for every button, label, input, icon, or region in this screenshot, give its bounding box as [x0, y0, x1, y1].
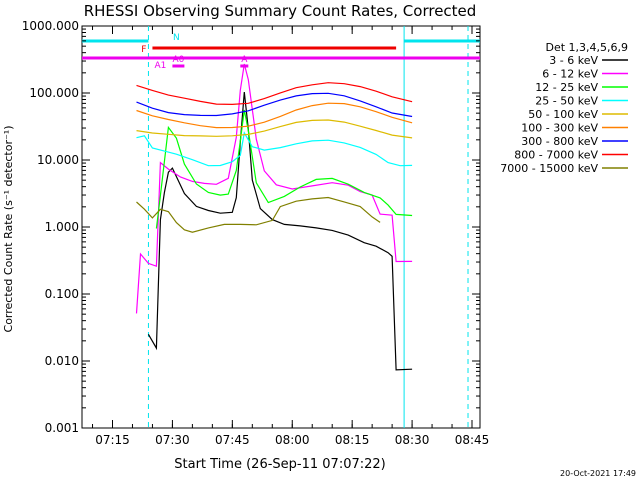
x-tick-label: 07:15: [95, 433, 130, 447]
legend-label-1: 6 - 12 keV: [542, 68, 598, 81]
flag-bars: N F A1 A0 A: [82, 33, 480, 71]
legend-label-3: 25 - 50 keV: [535, 95, 598, 108]
legend-label-6: 300 - 800 keV: [521, 135, 598, 148]
series-line-5: [136, 102, 413, 129]
y-tick-label: 1.000: [45, 220, 79, 234]
flag-label-1: F: [141, 45, 146, 55]
flag-label-3: A0: [172, 55, 184, 65]
series-line-6: [136, 92, 413, 118]
legend-label-4: 50 - 100 keV: [528, 108, 598, 121]
x-axis-label: Start Time (26-Sep-11 07:07:22): [174, 457, 385, 472]
axes: 0.001 0.010 0.100 1.000 10.000 100.000 1000.00…: [22, 19, 490, 447]
series-line-7: [136, 82, 413, 106]
legend-label-2: 12 - 25 keV: [535, 81, 598, 94]
x-tick-label: 07:45: [215, 433, 250, 447]
x-tick-label: 08:00: [275, 433, 310, 447]
flag-label-4: A: [241, 55, 248, 65]
x-tick-label: 07:30: [155, 433, 190, 447]
chart-title: RHESSI Observing Summary Count Rates, Co…: [84, 2, 477, 20]
plot-frame: [81, 25, 481, 429]
series-lines: [135, 63, 413, 371]
flag-label-0: N: [173, 33, 180, 43]
y-tick-label: 1000.000: [22, 19, 79, 33]
y-tick-label: 0.001: [45, 421, 79, 435]
timestamp-footer: 20-Oct-2021 17:49: [560, 469, 636, 478]
series-line-4: [136, 119, 413, 139]
legend-label-0: 3 - 6 keV: [549, 54, 598, 67]
x-tick-label: 08:15: [335, 433, 370, 447]
series-line-3: [136, 131, 413, 167]
y-axis-label: Corrected Count Rate (s⁻¹ detector⁻¹): [2, 126, 15, 333]
series-line-2: [155, 109, 413, 229]
series-line-8: [136, 196, 381, 233]
flag-label-2: A1: [154, 61, 166, 71]
legend-label-8: 7000 - 15000 keV: [500, 162, 598, 175]
plot-frame-rect: [81, 25, 481, 429]
y-tick-label: 100.000: [29, 86, 79, 100]
vertical-markers: [147, 26, 469, 428]
y-tick-label: 10.000: [37, 153, 79, 167]
x-tick-label: 08:45: [455, 433, 490, 447]
legend-label-5: 100 - 300 keV: [521, 122, 598, 135]
y-tick-label: 0.100: [45, 287, 79, 301]
legend-label-7: 800 - 7000 keV: [514, 149, 598, 162]
x-tick-label: 08:30: [395, 433, 430, 447]
y-tick-label: 0.010: [45, 354, 79, 368]
legend-title: Det 1,3,4,5,6,9: [545, 41, 628, 54]
